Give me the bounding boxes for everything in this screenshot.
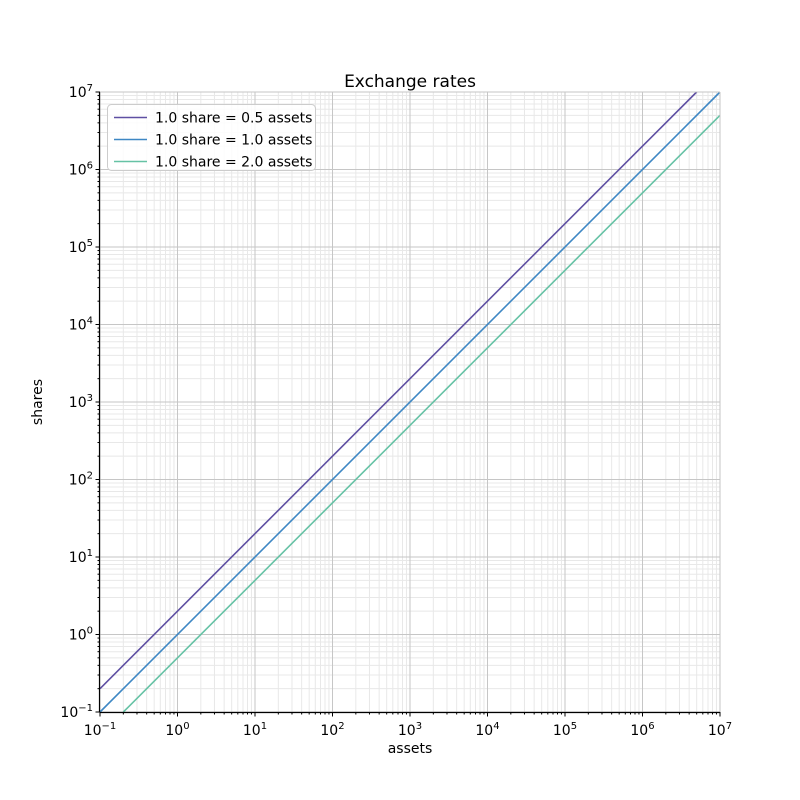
series-layer (99, 91, 721, 713)
chart-title: Exchange rates (344, 72, 476, 92)
x-tick-label: 104 (475, 721, 499, 739)
x-tick-label: 105 (553, 721, 577, 739)
x-tick-label: 102 (320, 721, 344, 739)
tick-labels-layer: 10−1 100 101 102 103 104 105 106 107 10−1 100 101 10… (60, 83, 732, 739)
x-tick-label: 100 (165, 721, 189, 739)
y-tick-label: 106 (69, 161, 93, 179)
y-tick-label: 100 (69, 626, 93, 644)
y-tick-label: 102 (69, 471, 93, 489)
y-tick-label: 105 (69, 238, 93, 256)
series-line (99, 91, 698, 690)
y-tick-label: 103 (69, 393, 93, 411)
legend-label: 1.0 share = 1.0 assets (155, 133, 312, 149)
legend-label: 1.0 share = 2.0 assets (155, 155, 312, 171)
y-tick-label: 10−1 (60, 703, 93, 721)
legend: 1.0 share = 0.5 assets 1.0 share = 1.0 as… (107, 104, 316, 171)
x-tick-label: 103 (398, 721, 422, 739)
series-line (99, 91, 721, 713)
x-tick-label: 106 (630, 721, 654, 739)
y-tick-label: 104 (69, 316, 93, 334)
x-tick-label: 101 (243, 721, 267, 739)
legend-label: 1.0 share = 0.5 assets (155, 111, 312, 127)
series-line (122, 114, 721, 713)
ticks-layer (95, 91, 721, 717)
y-tick-label: 101 (69, 548, 93, 566)
x-tick-label: 10−1 (84, 721, 117, 739)
y-axis-label: shares (30, 379, 46, 425)
x-axis-label: assets (388, 741, 433, 757)
x-tick-label: 107 (708, 721, 732, 739)
y-tick-label: 107 (69, 83, 93, 101)
legend-box (107, 104, 316, 171)
